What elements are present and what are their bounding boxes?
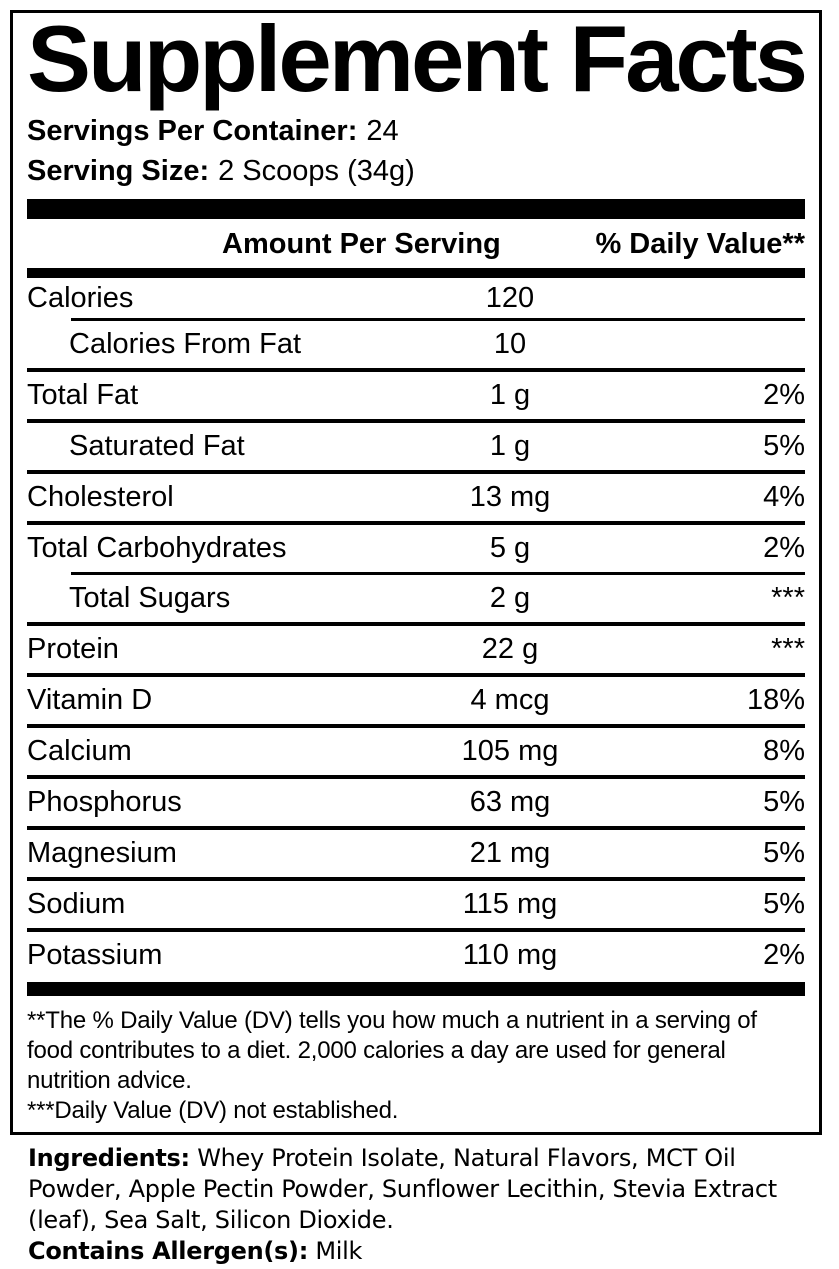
row-separator	[27, 724, 805, 728]
nutrient-amount: 2 g	[489, 582, 531, 614]
nutrient-amount: 1 g	[489, 430, 531, 462]
nutrient-dv: 4%	[763, 481, 805, 513]
nutrient-row: Calories 120	[27, 278, 805, 318]
nutrient-rows: Calories 120 Calories From Fat 10 Total …	[27, 278, 805, 979]
nutrient-dv: 18%	[746, 684, 805, 716]
nutrient-dv: 5%	[763, 837, 805, 869]
nutrient-row: Calories From Fat 10	[27, 321, 805, 368]
servings-per-container-line: Servings Per Container: 24	[27, 111, 805, 151]
nutrient-row: Total Fat 1 g 2%	[27, 372, 805, 419]
nutrient-dv: 5%	[763, 786, 805, 818]
nutrient-amount: 13 mg	[469, 481, 551, 513]
nutrient-row: Phosphorus 63 mg 5%	[27, 779, 805, 826]
row-separator	[27, 470, 805, 474]
nutrient-name: Phosphorus	[27, 786, 182, 818]
nutrient-dv: 2%	[763, 532, 805, 564]
servings-per-container-label: Servings Per Container:	[27, 115, 358, 147]
nutrient-name: Protein	[27, 633, 119, 665]
table-header-row: Amount Per Serving % Daily Value**	[27, 219, 805, 268]
daily-value-footnote: **The % Daily Value (DV) tells you how m…	[27, 1007, 757, 1094]
row-separator	[27, 775, 805, 779]
nutrient-row: Cholesterol 13 mg 4%	[27, 474, 805, 521]
nutrient-dv: 2%	[763, 379, 805, 411]
nutrient-name: Saturated Fat	[69, 430, 245, 462]
nutrient-row: Saturated Fat 1 g 5%	[27, 423, 805, 470]
nutrient-amount: 115 mg	[462, 888, 558, 920]
nutrient-row: Total Carbohydrates 5 g 2%	[27, 525, 805, 572]
title-banner: Supplement Facts	[27, 21, 805, 111]
nutrient-name: Calcium	[27, 735, 132, 767]
nutrient-dv: 5%	[763, 430, 805, 462]
nutrient-name: Sodium	[27, 888, 126, 920]
nutrient-amount: 1 g	[489, 379, 531, 411]
serving-size-line: Serving Size: 2 Scoops (34g)	[27, 151, 805, 191]
nutrient-amount: 5 g	[489, 532, 531, 564]
footnotes: **The % Daily Value (DV) tells you how m…	[27, 996, 805, 1132]
nutrient-name: Total Carbohydrates	[27, 532, 287, 564]
servings-per-container-value: 24	[366, 115, 399, 147]
row-separator	[27, 877, 805, 881]
allergen-line: Contains Allergen(s): Milk	[28, 1236, 812, 1267]
nutrient-amount: 4 mcg	[470, 684, 550, 716]
nutrient-name: Vitamin D	[27, 684, 153, 716]
row-separator	[71, 318, 805, 321]
divider-bar-bottom	[27, 982, 805, 996]
nutrient-dv: ***	[771, 582, 805, 614]
row-separator	[27, 521, 805, 525]
nutrient-row: Protein 22 g ***	[27, 626, 805, 673]
ingredients-text: Whey Protein Isolate, Natural Flavors, M…	[28, 1144, 777, 1234]
nutrient-amount: 22 g	[481, 633, 539, 665]
row-separator	[71, 572, 805, 575]
nutrient-row: Vitamin D 4 mcg 18%	[27, 677, 805, 724]
amount-per-serving-header: Amount Per Serving	[222, 228, 501, 260]
row-separator	[27, 928, 805, 932]
nutrient-name: Total Sugars	[69, 582, 231, 614]
nutrient-amount: 105 mg	[461, 735, 559, 767]
nutrient-dv: ***	[771, 633, 805, 665]
ingredients-label: Ingredients:	[28, 1144, 190, 1172]
row-separator	[27, 622, 805, 626]
nutrient-amount: 10	[493, 328, 527, 360]
nutrient-dv: 2%	[763, 939, 805, 971]
daily-value-header: % Daily Value**	[595, 228, 805, 260]
nutrient-name: Magnesium	[27, 837, 177, 869]
nutrient-dv: 8%	[763, 735, 805, 767]
supplement-facts-panel: Supplement Facts Servings Per Container:…	[10, 10, 822, 1135]
nutrient-amount: 21 mg	[469, 837, 551, 869]
ingredients-line: Ingredients: Whey Protein Isolate, Natur…	[28, 1143, 812, 1236]
row-separator	[27, 419, 805, 423]
nutrient-row: Calcium 105 mg 8%	[27, 728, 805, 775]
row-separator	[27, 673, 805, 677]
nutrient-amount: 110 mg	[462, 939, 558, 971]
serving-size-value: 2 Scoops (34g)	[218, 155, 415, 187]
nutrient-name: Potassium	[27, 939, 163, 971]
nutrient-name: Cholesterol	[27, 481, 174, 513]
nutrient-name: Total Fat	[27, 379, 139, 411]
serving-size-label: Serving Size:	[27, 155, 210, 187]
nutrient-amount: 120	[485, 281, 535, 314]
nutrient-row: Magnesium 21 mg 5%	[27, 830, 805, 877]
allergen-value: Milk	[315, 1237, 363, 1265]
nutrient-amount: 63 mg	[469, 786, 551, 818]
nutrient-row: Potassium 110 mg 2%	[27, 932, 805, 979]
nutrient-dv: 5%	[763, 888, 805, 920]
row-separator	[27, 826, 805, 830]
divider-bar-top	[27, 199, 805, 219]
nutrient-row: Sodium 115 mg 5%	[27, 881, 805, 928]
row-separator	[27, 368, 805, 372]
header-rule	[27, 268, 805, 278]
not-established-footnote: ***Daily Value (DV) not established.	[27, 1097, 399, 1124]
nutrient-name: Calories	[27, 281, 134, 314]
ingredients-section: Ingredients: Whey Protein Isolate, Natur…	[28, 1143, 812, 1267]
page-title: Supplement Facts	[27, 21, 805, 111]
nutrient-name: Calories From Fat	[69, 328, 302, 360]
allergen-label: Contains Allergen(s):	[28, 1237, 309, 1265]
nutrient-row: Total Sugars 2 g ***	[27, 575, 805, 622]
